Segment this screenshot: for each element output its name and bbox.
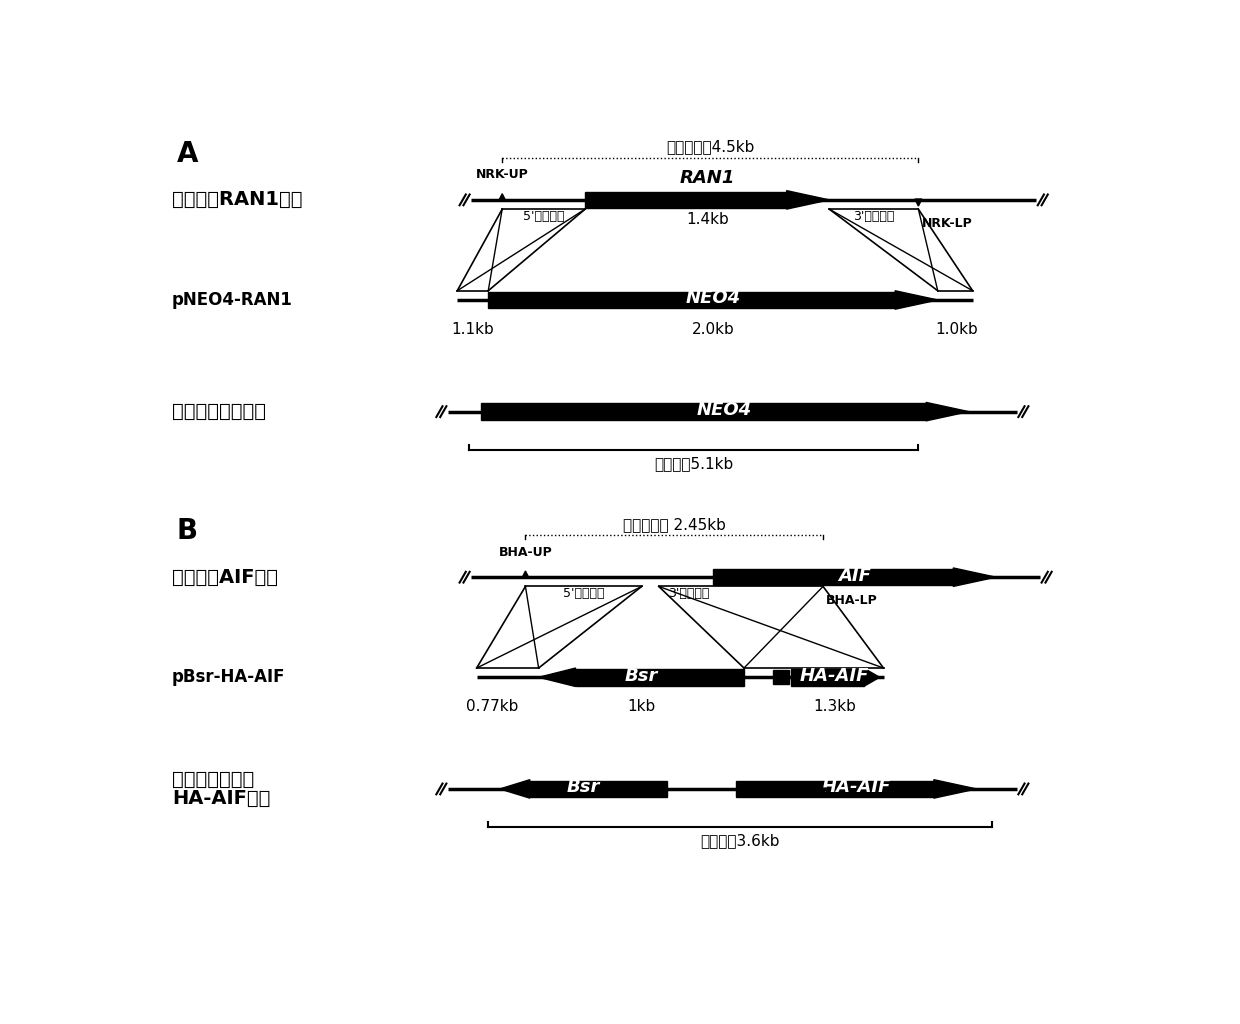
Text: 染色体上重组的: 染色体上重组的 xyxy=(172,770,254,790)
Polygon shape xyxy=(915,411,921,418)
Polygon shape xyxy=(538,668,575,686)
Text: 1.4kb: 1.4kb xyxy=(686,212,729,227)
Polygon shape xyxy=(737,780,934,798)
Polygon shape xyxy=(934,779,977,798)
Text: 0.77kb: 0.77kb xyxy=(466,698,518,714)
Text: 1.1kb: 1.1kb xyxy=(451,322,494,337)
Polygon shape xyxy=(585,191,786,208)
Polygon shape xyxy=(575,669,744,686)
Text: NEO4: NEO4 xyxy=(697,401,753,419)
Text: NEO4: NEO4 xyxy=(686,290,740,307)
Text: 1kb: 1kb xyxy=(627,698,656,714)
Polygon shape xyxy=(498,194,506,201)
Polygon shape xyxy=(915,199,921,206)
Text: 野生型序列 2.45kb: 野生型序列 2.45kb xyxy=(622,517,725,531)
Text: NRK-UP: NRK-UP xyxy=(476,168,528,181)
Text: pNEO4-RAN1: pNEO4-RAN1 xyxy=(172,291,293,309)
Text: NRK-LP: NRK-LP xyxy=(921,217,972,229)
Text: pBsr-HA-AIF: pBsr-HA-AIF xyxy=(172,669,285,686)
Text: HA-AIF基因: HA-AIF基因 xyxy=(172,788,270,808)
Text: 3'调控序列: 3'调控序列 xyxy=(853,210,894,223)
Polygon shape xyxy=(481,403,926,420)
Polygon shape xyxy=(522,571,529,578)
Polygon shape xyxy=(713,569,954,586)
Text: 5'调控序列: 5'调控序列 xyxy=(563,587,604,600)
Text: 染色体上重组基因: 染色体上重组基因 xyxy=(172,402,267,421)
Polygon shape xyxy=(522,782,529,790)
Polygon shape xyxy=(791,669,863,686)
Text: 3'调控序列: 3'调控序列 xyxy=(668,587,709,600)
Text: AIF: AIF xyxy=(838,566,870,585)
Text: 1.3kb: 1.3kb xyxy=(813,698,856,714)
Polygon shape xyxy=(926,402,968,421)
Text: RAN1: RAN1 xyxy=(680,169,735,186)
Text: BHA-UP: BHA-UP xyxy=(498,546,552,559)
Bar xyxy=(774,671,789,684)
Polygon shape xyxy=(489,292,895,308)
Text: 5'调控序列: 5'调控序列 xyxy=(523,210,564,223)
Text: 1.0kb: 1.0kb xyxy=(936,322,978,337)
Text: HA-AIF: HA-AIF xyxy=(822,778,892,797)
Text: BHA-LP: BHA-LP xyxy=(826,594,878,607)
Polygon shape xyxy=(954,568,996,587)
Text: 重组序列5.1kb: 重组序列5.1kb xyxy=(653,457,733,471)
Text: A: A xyxy=(176,140,198,168)
Text: 2.0kb: 2.0kb xyxy=(692,322,734,337)
Polygon shape xyxy=(895,291,937,309)
Text: 重组序列3.6kb: 重组序列3.6kb xyxy=(701,834,780,849)
Polygon shape xyxy=(820,788,827,795)
Text: 野生型序列4.5kb: 野生型序列4.5kb xyxy=(666,139,754,155)
Polygon shape xyxy=(863,668,879,686)
Text: B: B xyxy=(176,517,198,545)
Polygon shape xyxy=(500,779,529,798)
Polygon shape xyxy=(786,190,830,209)
Text: Bsr: Bsr xyxy=(625,667,658,685)
Text: 染色体上AIF基因: 染色体上AIF基因 xyxy=(172,567,278,587)
Polygon shape xyxy=(529,780,667,798)
Polygon shape xyxy=(498,406,506,413)
Text: Bsr: Bsr xyxy=(567,778,600,797)
Text: HA-AIF: HA-AIF xyxy=(800,667,869,685)
Text: 染色体上RAN1基因: 染色体上RAN1基因 xyxy=(172,190,303,209)
Polygon shape xyxy=(820,577,827,584)
